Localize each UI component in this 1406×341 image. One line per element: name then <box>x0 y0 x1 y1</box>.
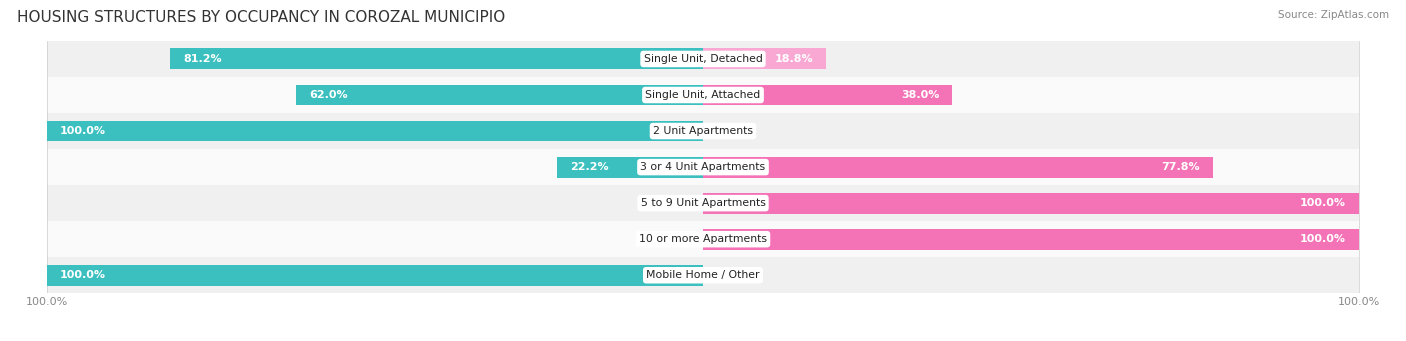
Text: 3 or 4 Unit Apartments: 3 or 4 Unit Apartments <box>641 162 765 172</box>
Text: 0.0%: 0.0% <box>662 234 690 244</box>
Bar <box>703 85 952 105</box>
Text: 38.0%: 38.0% <box>901 90 939 100</box>
Bar <box>46 221 1360 257</box>
Text: Single Unit, Attached: Single Unit, Attached <box>645 90 761 100</box>
Bar <box>46 113 1360 149</box>
Text: 2 Unit Apartments: 2 Unit Apartments <box>652 126 754 136</box>
Text: 10 or more Apartments: 10 or more Apartments <box>638 234 768 244</box>
Bar <box>170 48 703 70</box>
Bar <box>703 48 827 70</box>
Text: 0.0%: 0.0% <box>662 198 690 208</box>
Text: 0.0%: 0.0% <box>716 270 744 280</box>
Bar <box>46 41 1360 77</box>
Text: 77.8%: 77.8% <box>1161 162 1201 172</box>
Bar <box>557 157 703 178</box>
Bar <box>703 193 1360 213</box>
Text: Single Unit, Detached: Single Unit, Detached <box>644 54 762 64</box>
Bar <box>703 157 1213 178</box>
Text: 0.0%: 0.0% <box>716 126 744 136</box>
Text: 100.0%: 100.0% <box>60 270 105 280</box>
Text: 100.0%: 100.0% <box>1301 234 1346 244</box>
Text: 81.2%: 81.2% <box>183 54 222 64</box>
Bar <box>46 185 1360 221</box>
Text: 100.0%: 100.0% <box>1301 198 1346 208</box>
Text: 100.0%: 100.0% <box>60 126 105 136</box>
Bar <box>297 85 703 105</box>
Text: 18.8%: 18.8% <box>775 54 813 64</box>
Bar <box>46 77 1360 113</box>
Text: Source: ZipAtlas.com: Source: ZipAtlas.com <box>1278 10 1389 20</box>
Text: 22.2%: 22.2% <box>571 162 609 172</box>
Bar <box>46 121 703 142</box>
Bar <box>46 257 1360 293</box>
Text: Mobile Home / Other: Mobile Home / Other <box>647 270 759 280</box>
Bar <box>46 149 1360 185</box>
Bar <box>46 265 703 286</box>
Text: 62.0%: 62.0% <box>309 90 347 100</box>
Text: 5 to 9 Unit Apartments: 5 to 9 Unit Apartments <box>641 198 765 208</box>
Bar <box>703 229 1360 250</box>
Text: HOUSING STRUCTURES BY OCCUPANCY IN COROZAL MUNICIPIO: HOUSING STRUCTURES BY OCCUPANCY IN COROZ… <box>17 10 505 25</box>
